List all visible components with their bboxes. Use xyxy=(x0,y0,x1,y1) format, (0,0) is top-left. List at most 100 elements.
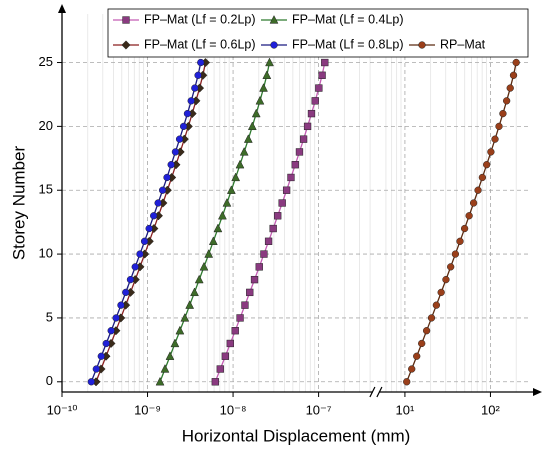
legend-item: FP–Mat (Lf = 0.4Lp) xyxy=(261,12,404,26)
legend-box xyxy=(107,8,529,58)
marker xyxy=(190,287,199,297)
marker xyxy=(191,84,199,92)
marker xyxy=(451,250,460,258)
marker xyxy=(180,312,190,322)
marker xyxy=(185,300,195,309)
marker xyxy=(165,351,175,360)
marker xyxy=(447,263,455,271)
marker xyxy=(442,275,450,284)
marker xyxy=(299,135,308,143)
marker xyxy=(408,365,416,373)
legend-item: FP–Mat (Lf = 0.8Lp) xyxy=(261,37,404,51)
marker xyxy=(194,274,204,284)
x-axis-label: Horizontal Displacement (mm) xyxy=(182,426,411,445)
marker xyxy=(274,212,282,220)
marker xyxy=(179,122,188,131)
marker xyxy=(175,325,185,335)
y-tick-label: 20 xyxy=(39,118,53,133)
y-tick-label: 5 xyxy=(46,309,53,324)
x-tick-label: 10² xyxy=(481,402,500,417)
marker xyxy=(107,327,115,335)
legend-label: FP–Mat (Lf = 0.4Lp) xyxy=(292,12,404,26)
marker xyxy=(255,263,263,271)
legend-item: FP–Mat (Lf = 0.2Lp) xyxy=(113,12,256,26)
marker xyxy=(163,173,171,182)
marker xyxy=(216,365,224,373)
marker xyxy=(221,352,229,360)
marker xyxy=(287,173,295,182)
marker xyxy=(291,161,299,169)
marker xyxy=(270,41,278,49)
marker xyxy=(145,224,153,233)
marker xyxy=(255,95,265,105)
marker xyxy=(167,161,175,169)
marker xyxy=(495,122,503,131)
marker xyxy=(413,352,421,360)
marker xyxy=(247,121,257,131)
marker xyxy=(422,327,431,335)
marker xyxy=(307,109,316,118)
marker xyxy=(117,301,125,309)
series-line xyxy=(90,62,202,383)
marker xyxy=(264,237,273,245)
marker xyxy=(122,288,130,297)
marker xyxy=(282,186,291,194)
marker xyxy=(269,224,277,233)
marker xyxy=(194,71,202,79)
marker xyxy=(87,378,95,386)
legend-label: FP–Mat (Lf = 0.8Lp) xyxy=(292,37,404,51)
marker xyxy=(154,199,162,207)
x-tick-label: 10⁻¹⁰ xyxy=(47,402,78,417)
marker xyxy=(269,15,279,24)
marker xyxy=(231,327,239,335)
y-axis-label: Storey Number xyxy=(9,146,28,261)
marker xyxy=(491,135,499,143)
marker xyxy=(175,135,184,143)
x-tick-label: 10⁻⁹ xyxy=(134,402,161,417)
y-tick-label: 0 xyxy=(46,373,53,388)
marker xyxy=(92,365,100,373)
marker xyxy=(512,58,520,67)
y-tick-label: 10 xyxy=(39,246,53,261)
marker xyxy=(260,250,268,258)
marker xyxy=(204,249,214,258)
marker xyxy=(222,198,232,207)
marker xyxy=(437,288,445,297)
marker xyxy=(318,71,326,79)
marker xyxy=(503,97,511,105)
marker xyxy=(509,71,518,79)
marker xyxy=(303,122,312,131)
marker xyxy=(121,40,131,50)
marker xyxy=(235,159,245,169)
marker xyxy=(241,301,249,309)
marker xyxy=(250,275,259,284)
marker xyxy=(218,210,227,220)
y-axis-arrow xyxy=(58,4,66,13)
marker xyxy=(474,186,482,194)
marker xyxy=(418,41,426,49)
marker xyxy=(197,58,205,67)
marker xyxy=(160,364,170,373)
marker xyxy=(243,134,253,143)
marker xyxy=(418,339,426,348)
marker xyxy=(208,236,218,245)
y-tick-label: 15 xyxy=(39,182,53,197)
marker xyxy=(246,288,254,297)
marker xyxy=(97,352,105,360)
marker xyxy=(465,212,473,220)
marker xyxy=(432,301,441,309)
marker xyxy=(321,58,329,67)
marker xyxy=(155,376,165,386)
legend-item: FP–Mat (Lf = 0.6Lp) xyxy=(113,37,256,51)
marker xyxy=(315,84,323,92)
marker xyxy=(487,148,495,156)
x-tick-label: 10¹ xyxy=(396,402,415,417)
marker xyxy=(265,57,274,67)
marker xyxy=(403,378,411,386)
marker xyxy=(251,108,261,118)
marker xyxy=(102,339,110,348)
marker xyxy=(231,172,241,182)
marker xyxy=(158,186,167,194)
